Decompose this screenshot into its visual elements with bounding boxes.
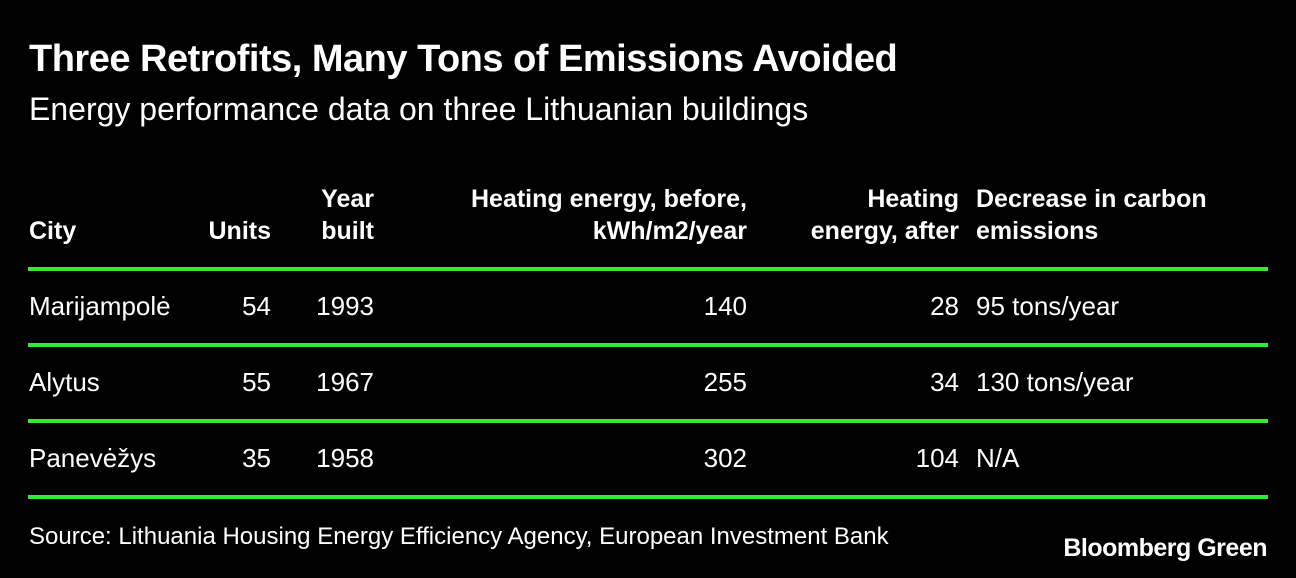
header-units: Units — [208, 217, 272, 245]
cell-heating-after: 104 — [915, 443, 959, 473]
header-year-built: Year built — [321, 185, 374, 245]
cell-city: Panevėžys — [29, 443, 157, 473]
cell-units: 55 — [242, 367, 271, 397]
cell-units: 54 — [242, 291, 271, 321]
cell-heating-before: 302 — [703, 443, 747, 473]
cell-city: Marijampolė — [29, 291, 171, 321]
cell-carbon-decrease: 130 tons/year — [976, 367, 1134, 397]
cell-year-built: 1993 — [316, 291, 374, 321]
cell-year-built: 1967 — [316, 367, 374, 397]
row-rule — [28, 343, 1268, 347]
header-heating-before: Heating energy, before, kWh/m2/year — [471, 185, 747, 245]
cell-carbon-decrease: N/A — [976, 443, 1020, 473]
bottom-rule — [28, 495, 1268, 499]
header-rule — [28, 267, 1268, 271]
cell-city: Alytus — [29, 367, 100, 397]
cell-year-built: 1958 — [316, 443, 374, 473]
cell-carbon-decrease: 95 tons/year — [976, 291, 1120, 321]
cell-heating-after: 28 — [930, 291, 959, 321]
cell-heating-before: 140 — [703, 291, 747, 321]
chart-subtitle: Energy performance data on three Lithuan… — [29, 91, 809, 127]
header-heating-after: Heating energy, after — [810, 185, 959, 245]
source-note: Source: Lithuania Housing Energy Efficie… — [29, 523, 889, 550]
row-rule — [28, 419, 1268, 423]
chart-title: Three Retrofits, Many Tons of Emissions … — [29, 38, 898, 80]
brand-logo: Bloomberg Green — [1063, 534, 1267, 562]
header-city: City — [29, 217, 77, 245]
cell-heating-before: 255 — [703, 367, 747, 397]
cell-units: 35 — [242, 443, 271, 473]
header-carbon-decrease: Decrease in carbon emissions — [976, 185, 1207, 245]
cell-heating-after: 34 — [930, 367, 959, 397]
